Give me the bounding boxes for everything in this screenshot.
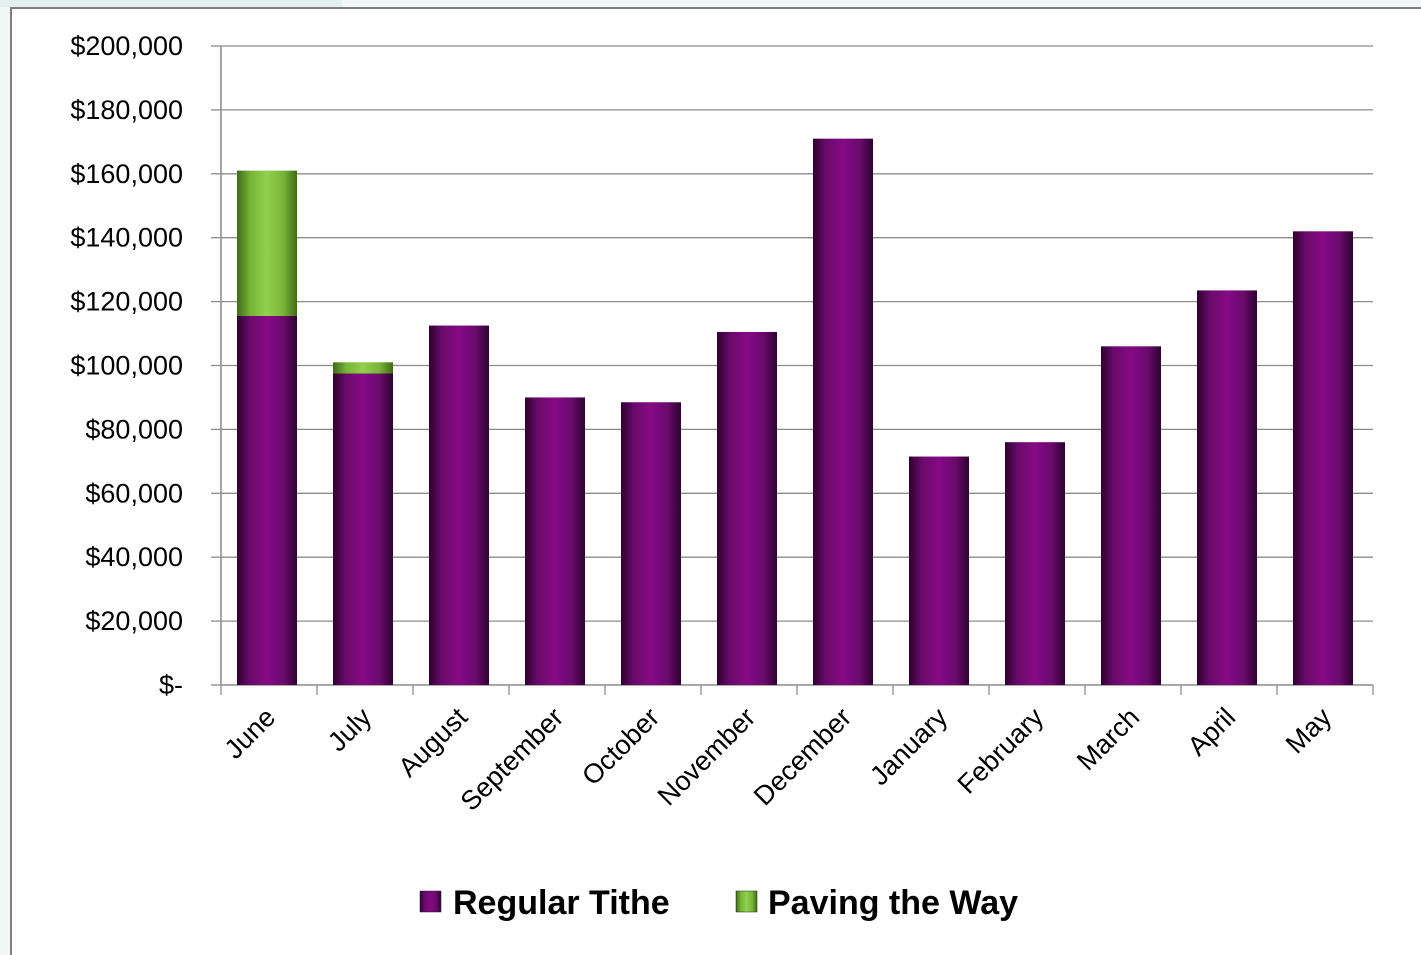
x-tick-label-march: March bbox=[1071, 702, 1145, 776]
y-tick-labels: $- $20,000 $40,000 $60,000 $80,000 $100,000 $1… bbox=[70, 31, 183, 700]
y-tick-label: $40,000 bbox=[85, 542, 183, 572]
x-tick-label-june: June bbox=[219, 702, 282, 765]
y-tick-label: $200,000 bbox=[70, 31, 183, 61]
x-tick-label-november: November bbox=[652, 702, 761, 811]
bar-paving-the-way-june bbox=[237, 170, 297, 316]
top-tab-strip bbox=[0, 0, 342, 7]
bar-regular-tithe-october bbox=[621, 402, 681, 685]
legend-label-regular-tithe: Regular Tithe bbox=[453, 884, 670, 922]
bar-regular-tithe-march bbox=[1101, 346, 1161, 685]
x-tick-label-september: September bbox=[455, 702, 570, 817]
legend: Regular Tithe Paving the Way bbox=[419, 884, 1018, 922]
x-tick-label-january: January bbox=[864, 702, 953, 791]
bar-regular-tithe-december bbox=[813, 138, 873, 685]
x-tick-label-july: July bbox=[322, 702, 378, 758]
legend-label-paving-the-way: Paving the Way bbox=[768, 884, 1018, 922]
x-tick-label-may: May bbox=[1280, 702, 1338, 760]
bar-regular-tithe-july bbox=[333, 373, 393, 685]
bar-regular-tithe-april bbox=[1197, 290, 1257, 685]
gridlines bbox=[221, 45, 1373, 622]
y-tick-label: $160,000 bbox=[70, 159, 183, 189]
bar-regular-tithe-january bbox=[909, 456, 969, 685]
bar-paving-the-way-july bbox=[333, 362, 393, 374]
x-tick-label-february: February bbox=[952, 702, 1050, 800]
legend-swatch-regular-tithe bbox=[419, 890, 442, 913]
y-tick-label: $180,000 bbox=[70, 95, 183, 125]
y-tick-label: $140,000 bbox=[70, 223, 183, 253]
legend-swatch-paving-the-way bbox=[735, 890, 758, 913]
bar-regular-tithe-august bbox=[429, 325, 489, 685]
x-tick-label-october: October bbox=[576, 702, 665, 791]
bar-regular-tithe-may bbox=[1293, 231, 1353, 685]
bar-regular-tithe-february bbox=[1005, 442, 1065, 685]
y-tick-label: $60,000 bbox=[85, 478, 183, 508]
bars bbox=[237, 138, 1353, 685]
y-tick-label: $100,000 bbox=[70, 351, 183, 381]
y-tick-label: $- bbox=[159, 670, 183, 700]
bar-regular-tithe-november bbox=[717, 331, 777, 685]
bar-regular-tithe-june bbox=[237, 315, 297, 685]
bar-regular-tithe-september bbox=[525, 397, 585, 685]
x-tick-label-april: April bbox=[1182, 702, 1241, 761]
y-tick-label: $20,000 bbox=[85, 606, 183, 636]
axes bbox=[211, 45, 1374, 695]
y-tick-label: $80,000 bbox=[85, 414, 183, 444]
y-tick-label: $120,000 bbox=[70, 287, 183, 317]
x-tick-label-december: December bbox=[748, 702, 857, 811]
x-tick-label-august: August bbox=[393, 702, 474, 783]
